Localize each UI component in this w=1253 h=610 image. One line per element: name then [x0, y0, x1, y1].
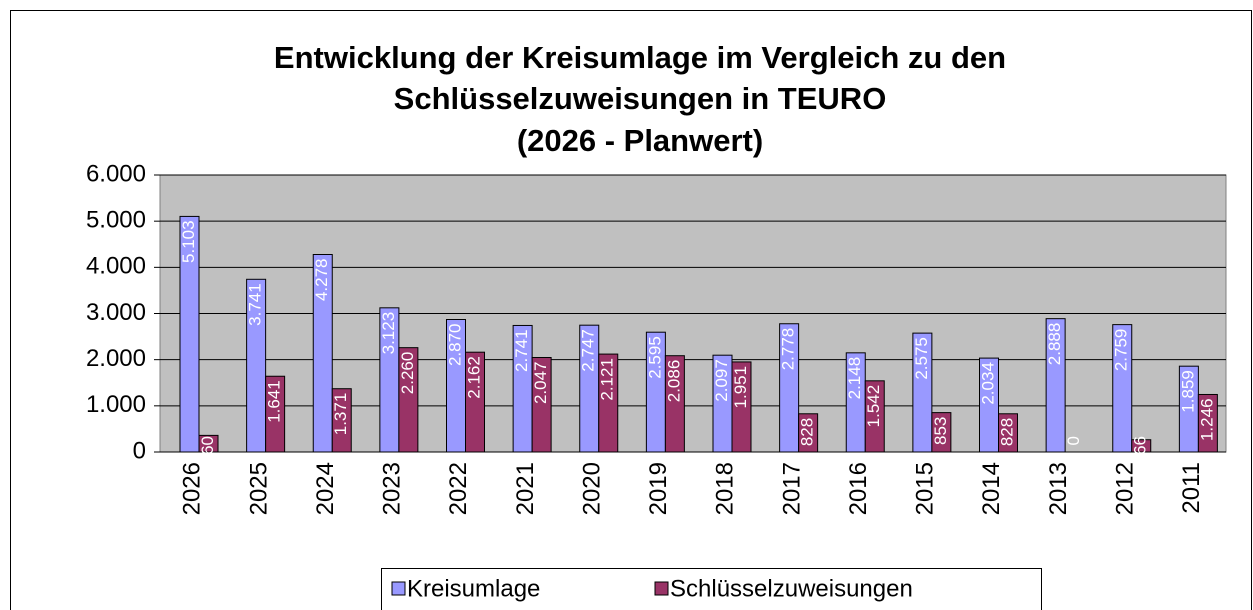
bar: [779, 323, 800, 453]
value-label: 1.859: [1178, 370, 1197, 413]
value-label: 2.047: [531, 361, 550, 404]
value-label: 1.371: [331, 393, 350, 436]
chart-title: (2026 - Planwert): [517, 123, 763, 158]
y-tick-label: 0: [133, 437, 146, 464]
x-tick-label: 2021: [512, 462, 539, 515]
x-tick-label: 2015: [912, 462, 939, 515]
bar: [312, 253, 333, 453]
value-label: 1.542: [864, 385, 883, 428]
value-label: 828: [997, 418, 1016, 446]
bar: [1131, 439, 1152, 453]
bar: [179, 215, 200, 453]
bar: [664, 355, 685, 453]
bar: [198, 434, 219, 453]
bar: [798, 413, 819, 453]
bar: [1112, 324, 1133, 453]
value-label: 2.148: [845, 357, 864, 400]
x-tick-label: 2012: [1111, 462, 1138, 515]
y-tick-label: 4.000: [86, 253, 146, 280]
x-tick-label: 2019: [645, 462, 672, 515]
chart-title: Entwicklung der Kreisumlage im Vergleich…: [274, 40, 1006, 75]
bar: [465, 351, 485, 453]
value-label: 1.246: [1197, 398, 1216, 441]
value-label: 2.121: [598, 358, 617, 401]
y-tick-label: 2.000: [86, 345, 146, 372]
value-label: 2.747: [579, 329, 598, 372]
value-label: 828: [798, 418, 817, 446]
bar: [1045, 318, 1066, 453]
bar: [331, 388, 352, 453]
x-tick-label: 2025: [245, 462, 272, 515]
value-label: 360: [198, 436, 217, 464]
value-label: 2.759: [1112, 329, 1131, 372]
value-label: 1.951: [731, 366, 750, 409]
value-label: 2.097: [712, 359, 731, 402]
bar: [246, 278, 267, 453]
value-label: 1.641: [265, 380, 284, 423]
value-label: 2.086: [664, 360, 683, 403]
y-tick-label: 6.000: [86, 160, 146, 187]
value-label: 2.162: [464, 356, 483, 399]
legend: [381, 568, 1042, 610]
value-label: 2.778: [779, 328, 798, 371]
value-label: 853: [931, 417, 950, 445]
x-tick-label: 2026: [179, 462, 206, 515]
bar: [398, 347, 419, 453]
chart-title: Schlüsselzuweisungen in TEURO: [394, 81, 887, 116]
legend-swatch: [654, 581, 669, 596]
bar: [998, 413, 1018, 453]
value-label: 2.741: [512, 329, 531, 372]
x-tick-label: 2011: [1178, 462, 1205, 514]
value-label: 2.034: [978, 362, 997, 405]
x-tick-label: 2016: [845, 462, 872, 515]
x-tick-label: 2022: [445, 462, 472, 515]
x-tick-label: 2013: [1045, 462, 1072, 515]
value-label: 2.870: [445, 324, 464, 367]
bar: [265, 375, 286, 453]
y-tick-label: 3.000: [86, 299, 146, 326]
value-label: 4.278: [312, 258, 331, 301]
y-tick-label: 1.000: [86, 391, 146, 418]
value-label: 3.741: [246, 283, 265, 326]
value-label: 3.123: [379, 312, 398, 355]
bar: [931, 412, 952, 453]
bar: [531, 356, 552, 453]
value-label: 2.595: [645, 336, 664, 379]
y-tick-label: 5.000: [86, 207, 146, 234]
bar: [598, 353, 619, 453]
x-tick-label: 2020: [578, 462, 605, 515]
x-tick-label: 2014: [978, 462, 1005, 515]
value-label: 2.888: [1045, 323, 1064, 366]
bar: [1197, 393, 1218, 453]
x-tick-label: 2017: [778, 462, 805, 515]
x-tick-label: 2018: [712, 462, 739, 515]
legend-label: Kreisumlage: [407, 575, 540, 602]
bar: [979, 357, 999, 453]
legend-swatch: [391, 581, 406, 596]
x-tick-label: 2024: [312, 462, 339, 515]
bar: [864, 380, 885, 453]
legend-label: Schlüsselzuweisungen: [670, 575, 913, 602]
value-label: 0: [1064, 436, 1083, 445]
value-label: 266: [1131, 436, 1150, 464]
value-label: 5.103: [179, 220, 198, 263]
bar: [731, 361, 752, 453]
x-tick-label: 2023: [379, 462, 406, 515]
value-label: 2.260: [398, 352, 417, 395]
value-label: 2.575: [912, 337, 931, 380]
bar: [912, 332, 933, 453]
